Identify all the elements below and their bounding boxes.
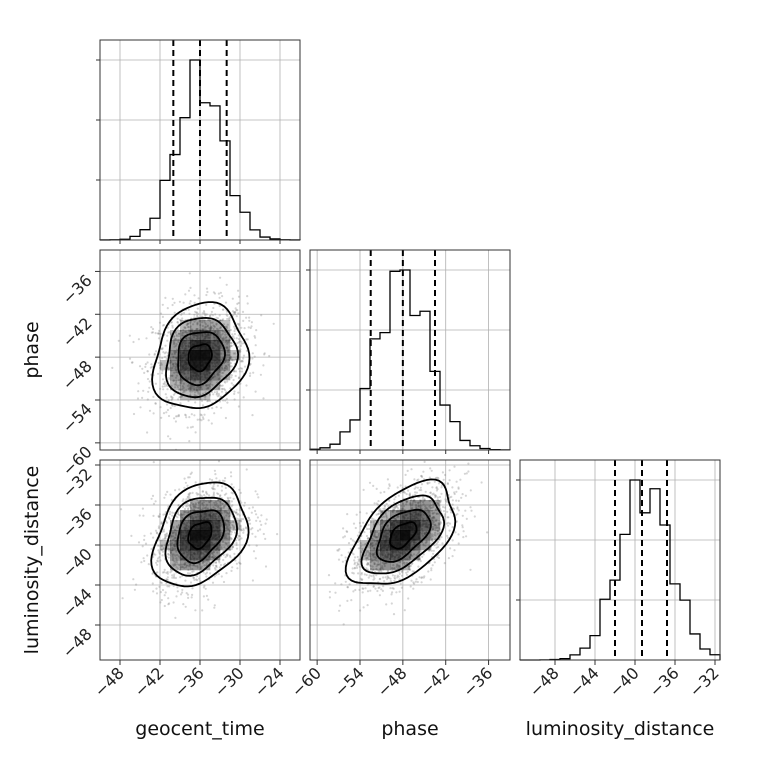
- x-tick-label-geocent_time: −42: [131, 663, 168, 700]
- x-tick-label-phase: −42: [416, 663, 453, 700]
- contour-1: [176, 509, 226, 565]
- panel-hist-luminosity_distance: [519, 459, 721, 661]
- panel-2d-geocent_time-phase: [111, 272, 275, 450]
- x-tick-label-luminosity_distance: −44: [566, 663, 603, 700]
- y-tick-label-luminosity_distance: −48: [59, 624, 96, 661]
- xlabel-phase: phase: [381, 718, 438, 740]
- ylabel-phase: phase: [21, 321, 43, 378]
- contour-3: [344, 478, 457, 585]
- y-tick-label-phase: −42: [59, 314, 96, 351]
- x-tick-label-geocent_time: −36: [171, 663, 208, 700]
- panel-2d-geocent_time-luminosity_distance: [120, 460, 279, 620]
- contour-3: [150, 481, 250, 588]
- contour-2: [165, 316, 240, 399]
- y-tick-label-phase: −54: [59, 399, 96, 436]
- x-tick-label-phase: −36: [459, 663, 496, 700]
- x-tick-label-luminosity_distance: −48: [526, 663, 563, 700]
- y-tick-label-phase: −48: [59, 357, 96, 394]
- y-tick-label-luminosity_distance: −40: [59, 544, 96, 581]
- x-tick-label-luminosity_distance: −40: [606, 663, 643, 700]
- x-tick-label-geocent_time: −24: [251, 663, 288, 700]
- contour-2: [164, 496, 239, 577]
- panel-frame: [99, 249, 301, 451]
- y-tick-label-luminosity_distance: −44: [59, 584, 96, 621]
- contour-3: [151, 301, 251, 409]
- panel-2d-phase-luminosity_distance: [327, 460, 489, 626]
- xlabel-geocent-time: geocent_time: [135, 718, 264, 740]
- x-tick-label-luminosity_distance: −36: [646, 663, 683, 700]
- y-tick-label-luminosity_distance: −36: [59, 504, 96, 541]
- x-tick-label-phase: −60: [288, 663, 325, 700]
- xlabel-luminosity-distance: luminosity_distance: [526, 718, 715, 740]
- contour-0: [187, 521, 213, 550]
- contour-0: [389, 521, 418, 550]
- contour-2: [360, 494, 446, 575]
- density-bins: [160, 500, 241, 571]
- x-tick-label-phase: −48: [373, 663, 410, 700]
- x-tick-label-luminosity_distance: −32: [686, 663, 723, 700]
- contour-1: [177, 331, 226, 387]
- histogram-luminosity_distance: [519, 479, 721, 661]
- panel-frame: [309, 459, 511, 661]
- y-tick-label-phase: −36: [59, 271, 96, 308]
- ylabel-luminosity-distance: luminosity_distance: [21, 466, 43, 655]
- histogram-phase: [309, 269, 511, 451]
- panel-hist-phase: [309, 249, 511, 451]
- x-tick-label-phase: −54: [331, 663, 368, 700]
- contour-1: [375, 508, 432, 563]
- x-tick-label-geocent_time: −48: [91, 663, 128, 700]
- contour-0: [187, 343, 213, 373]
- x-tick-label-geocent_time: −30: [211, 663, 248, 700]
